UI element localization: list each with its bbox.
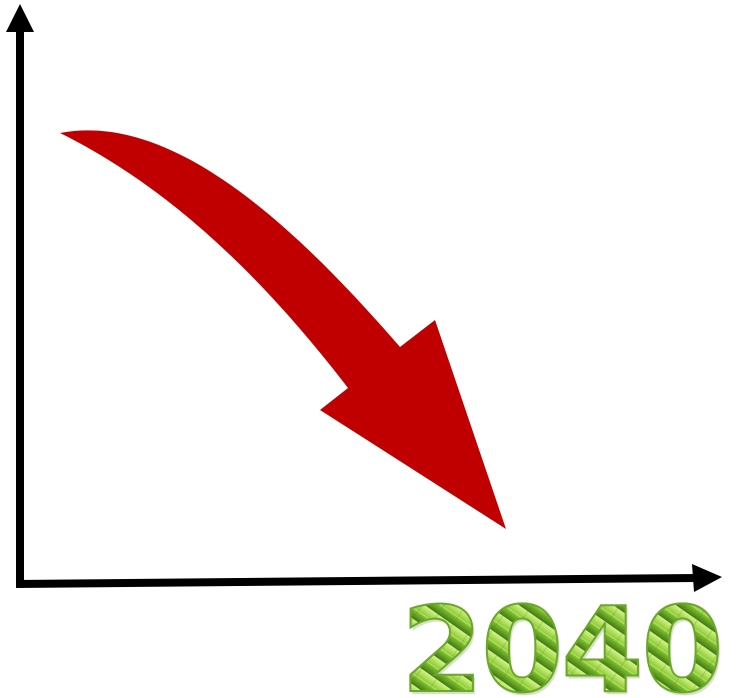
downward-trend-arrow (60, 130, 506, 529)
x-axis-line (15, 574, 699, 588)
x-axis (15, 564, 722, 592)
x-axis-arrowhead (692, 564, 722, 592)
y-axis (6, 4, 34, 586)
y-axis-arrowhead (6, 4, 34, 32)
year-label-shadow: 2040 (403, 584, 723, 698)
year-label: 2040 2040 (400, 580, 725, 698)
year-label-text: 2040 (401, 581, 721, 698)
